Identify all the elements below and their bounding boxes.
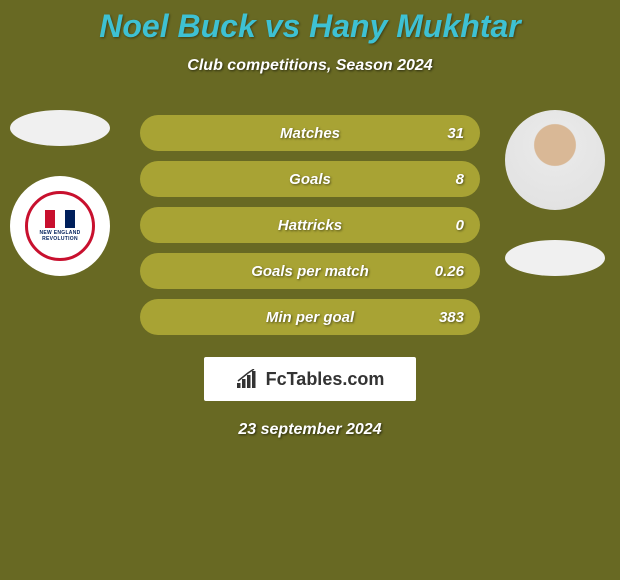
- date-text: 23 september 2024: [0, 421, 620, 439]
- stat-row: Hattricks 0: [140, 207, 480, 243]
- stat-right-value: 31: [424, 125, 464, 142]
- brand-badge: FcTables.com: [202, 355, 418, 403]
- stat-right-value: 0: [424, 217, 464, 234]
- stat-label: Goals: [196, 171, 424, 188]
- player-right-oval: [505, 240, 605, 276]
- stat-row: Goals 8: [140, 161, 480, 197]
- page-title: Noel Buck vs Hany Mukhtar: [0, 8, 620, 45]
- stat-label: Hattricks: [196, 217, 424, 234]
- stat-row: Goals per match 0.26: [140, 253, 480, 289]
- brand-text: FcTables.com: [266, 369, 385, 390]
- player-right-panel: [500, 110, 610, 276]
- player-left-club-logo: NEW ENGLAND REVOLUTION: [10, 176, 110, 276]
- stat-right-value: 8: [424, 171, 464, 188]
- stat-row: Matches 31: [140, 115, 480, 151]
- stat-label: Goals per match: [196, 263, 424, 280]
- stat-right-value: 0.26: [424, 263, 464, 280]
- bar-chart-icon: [236, 369, 260, 389]
- comparison-container: Noel Buck vs Hany Mukhtar Club competiti…: [0, 0, 620, 580]
- stat-right-value: 383: [424, 309, 464, 326]
- stat-label: Min per goal: [196, 309, 424, 326]
- stats-list: Matches 31 Goals 8 Hattricks 0 Goals per…: [140, 115, 480, 335]
- subtitle: Club competitions, Season 2024: [0, 57, 620, 75]
- stat-row: Min per goal 383: [140, 299, 480, 335]
- stat-label: Matches: [196, 125, 424, 142]
- revolution-logo-icon: NEW ENGLAND REVOLUTION: [25, 191, 95, 261]
- player-left-oval: [10, 110, 110, 146]
- player-right-photo: [505, 110, 605, 210]
- player-left-panel: NEW ENGLAND REVOLUTION: [10, 110, 110, 276]
